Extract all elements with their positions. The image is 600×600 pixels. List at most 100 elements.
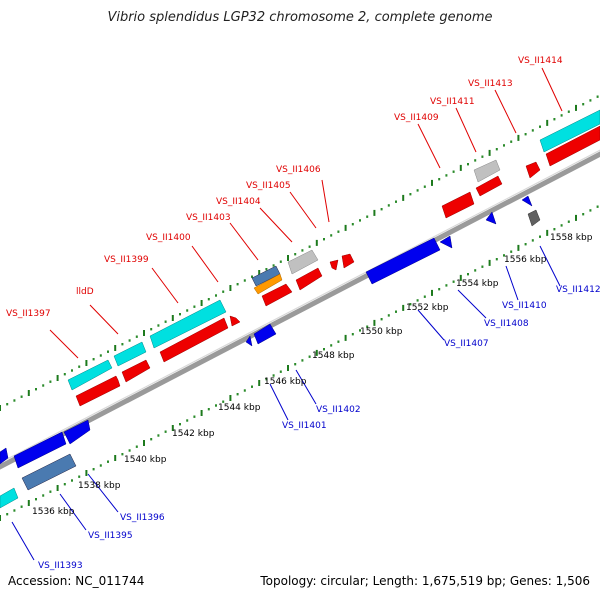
major-tick: [143, 330, 145, 336]
minor-tick: [380, 318, 383, 321]
cds-vs-ii1408[interactable]: [439, 235, 453, 249]
cds-vs-ii1395[interactable]: [13, 431, 67, 469]
cds-vs-ii1409[interactable]: [441, 191, 475, 219]
minor-tick: [78, 475, 81, 478]
scale-label: 1538 kbp: [78, 481, 121, 491]
minor-tick: [92, 468, 95, 471]
minor-tick: [265, 378, 268, 381]
cds-vs-ii1412[interactable]: [521, 195, 533, 207]
scale-label: 1542 kbp: [172, 429, 215, 439]
minor-tick: [35, 498, 37, 501]
major-tick: [0, 515, 1, 521]
steelblue-feature-2[interactable]: [21, 453, 77, 491]
cds-lldd[interactable]: [121, 359, 151, 383]
minor-tick: [222, 400, 225, 403]
minor-tick: [330, 234, 333, 237]
minor-tick: [589, 209, 592, 212]
minor-tick: [596, 205, 599, 208]
cds-vs-ii1413[interactable]: [525, 161, 541, 179]
minor-tick: [467, 273, 469, 276]
cds-vs-ii1406[interactable]: [329, 259, 339, 271]
scale-label: 1550 kbp: [360, 327, 403, 337]
minor-tick: [510, 250, 513, 253]
minor-tick: [243, 279, 246, 282]
minor-tick: [20, 505, 23, 508]
backbone: [0, 149, 600, 470]
minor-tick: [539, 235, 541, 238]
minor-tick: [330, 344, 333, 347]
minor-tick: [186, 309, 189, 312]
rna-feature-3[interactable]: [149, 299, 227, 349]
cds-vs-ii1405[interactable]: [295, 267, 323, 291]
forward-gene-labels: VS_II1397 lldD VS_II1399 VS_II1400 VS_II…: [6, 56, 563, 319]
minor-tick: [20, 395, 23, 398]
minor-tick: [323, 238, 325, 241]
cds-vs-ii1402[interactable]: [253, 323, 277, 345]
minor-tick: [495, 148, 498, 151]
orange-feature-1[interactable]: [253, 273, 283, 295]
major-tick: [488, 259, 491, 266]
gene-label-reverse: VS_II1395: [88, 531, 133, 541]
gray-feature-3[interactable]: [527, 209, 541, 227]
major-tick: [431, 289, 433, 296]
minor-tick: [251, 385, 253, 388]
minor-tick: [157, 324, 160, 327]
forward-leader-lines: [49, 67, 563, 359]
cds-vs-ii1400[interactable]: [229, 315, 241, 327]
gray-feature-2[interactable]: [473, 159, 501, 183]
cds-vs-ii1399[interactable]: [159, 317, 229, 363]
major-tick: [575, 104, 577, 111]
cds-vs-ii1406b[interactable]: [341, 253, 355, 269]
minor-tick: [423, 185, 426, 188]
scale-label: 1556 kbp: [504, 255, 547, 265]
major-tick: [229, 395, 232, 401]
major-tick: [258, 380, 261, 386]
major-tick: [56, 485, 59, 491]
rna-features: [0, 109, 600, 509]
minor-tick: [35, 388, 37, 391]
cds-vs-ii1397[interactable]: [75, 375, 121, 407]
cds-vs-ii1414[interactable]: [545, 125, 600, 167]
cds-vs-ii1396[interactable]: [63, 419, 91, 445]
minor-tick: [164, 320, 167, 323]
rna-feature-2[interactable]: [113, 341, 147, 367]
minor-tick: [582, 213, 585, 216]
major-tick: [315, 239, 318, 246]
minor-tick: [589, 99, 592, 102]
gray-feature-1[interactable]: [287, 249, 319, 275]
cds-vs-ii1393[interactable]: [0, 447, 9, 465]
minor-tick: [323, 348, 325, 351]
gene-label-reverse: VS_II1396: [120, 513, 165, 523]
rna-feature-4[interactable]: [539, 109, 600, 153]
gene-label-forward: VS_II1399: [104, 255, 149, 265]
cds-vs-ii1407[interactable]: [365, 237, 441, 285]
cds-vs-ii1401[interactable]: [245, 335, 253, 347]
minor-tick: [107, 350, 109, 353]
major-tick: [402, 304, 405, 311]
minor-tick: [6, 403, 9, 406]
minor-tick: [481, 155, 484, 158]
minor-tick: [567, 220, 570, 223]
minor-tick: [243, 389, 246, 392]
minor-tick: [438, 178, 441, 181]
major-tick: [258, 270, 261, 276]
minor-tick: [301, 359, 304, 362]
cds-vs-ii1411[interactable]: [475, 175, 503, 197]
scale-label: 1544 kbp: [218, 403, 261, 413]
major-tick: [315, 349, 318, 356]
cds-vs-ii1403[interactable]: [261, 283, 293, 307]
gene-label-reverse: VS_II1412: [556, 285, 600, 295]
major-tick: [171, 425, 174, 431]
cds-vs-ii1410[interactable]: [485, 211, 497, 225]
scale-label: 1536 kbp: [32, 507, 75, 517]
rna-feature-5[interactable]: [0, 487, 19, 509]
scale-label: 1548 kbp: [312, 351, 355, 361]
minor-tick: [337, 230, 340, 233]
forward-cds-features: [75, 125, 600, 407]
rna-feature-1[interactable]: [67, 359, 113, 391]
minor-tick: [495, 258, 498, 261]
major-tick: [517, 244, 520, 251]
scale-label: 1540 kbp: [124, 455, 167, 465]
minor-tick: [474, 269, 477, 272]
minor-tick: [553, 228, 556, 231]
